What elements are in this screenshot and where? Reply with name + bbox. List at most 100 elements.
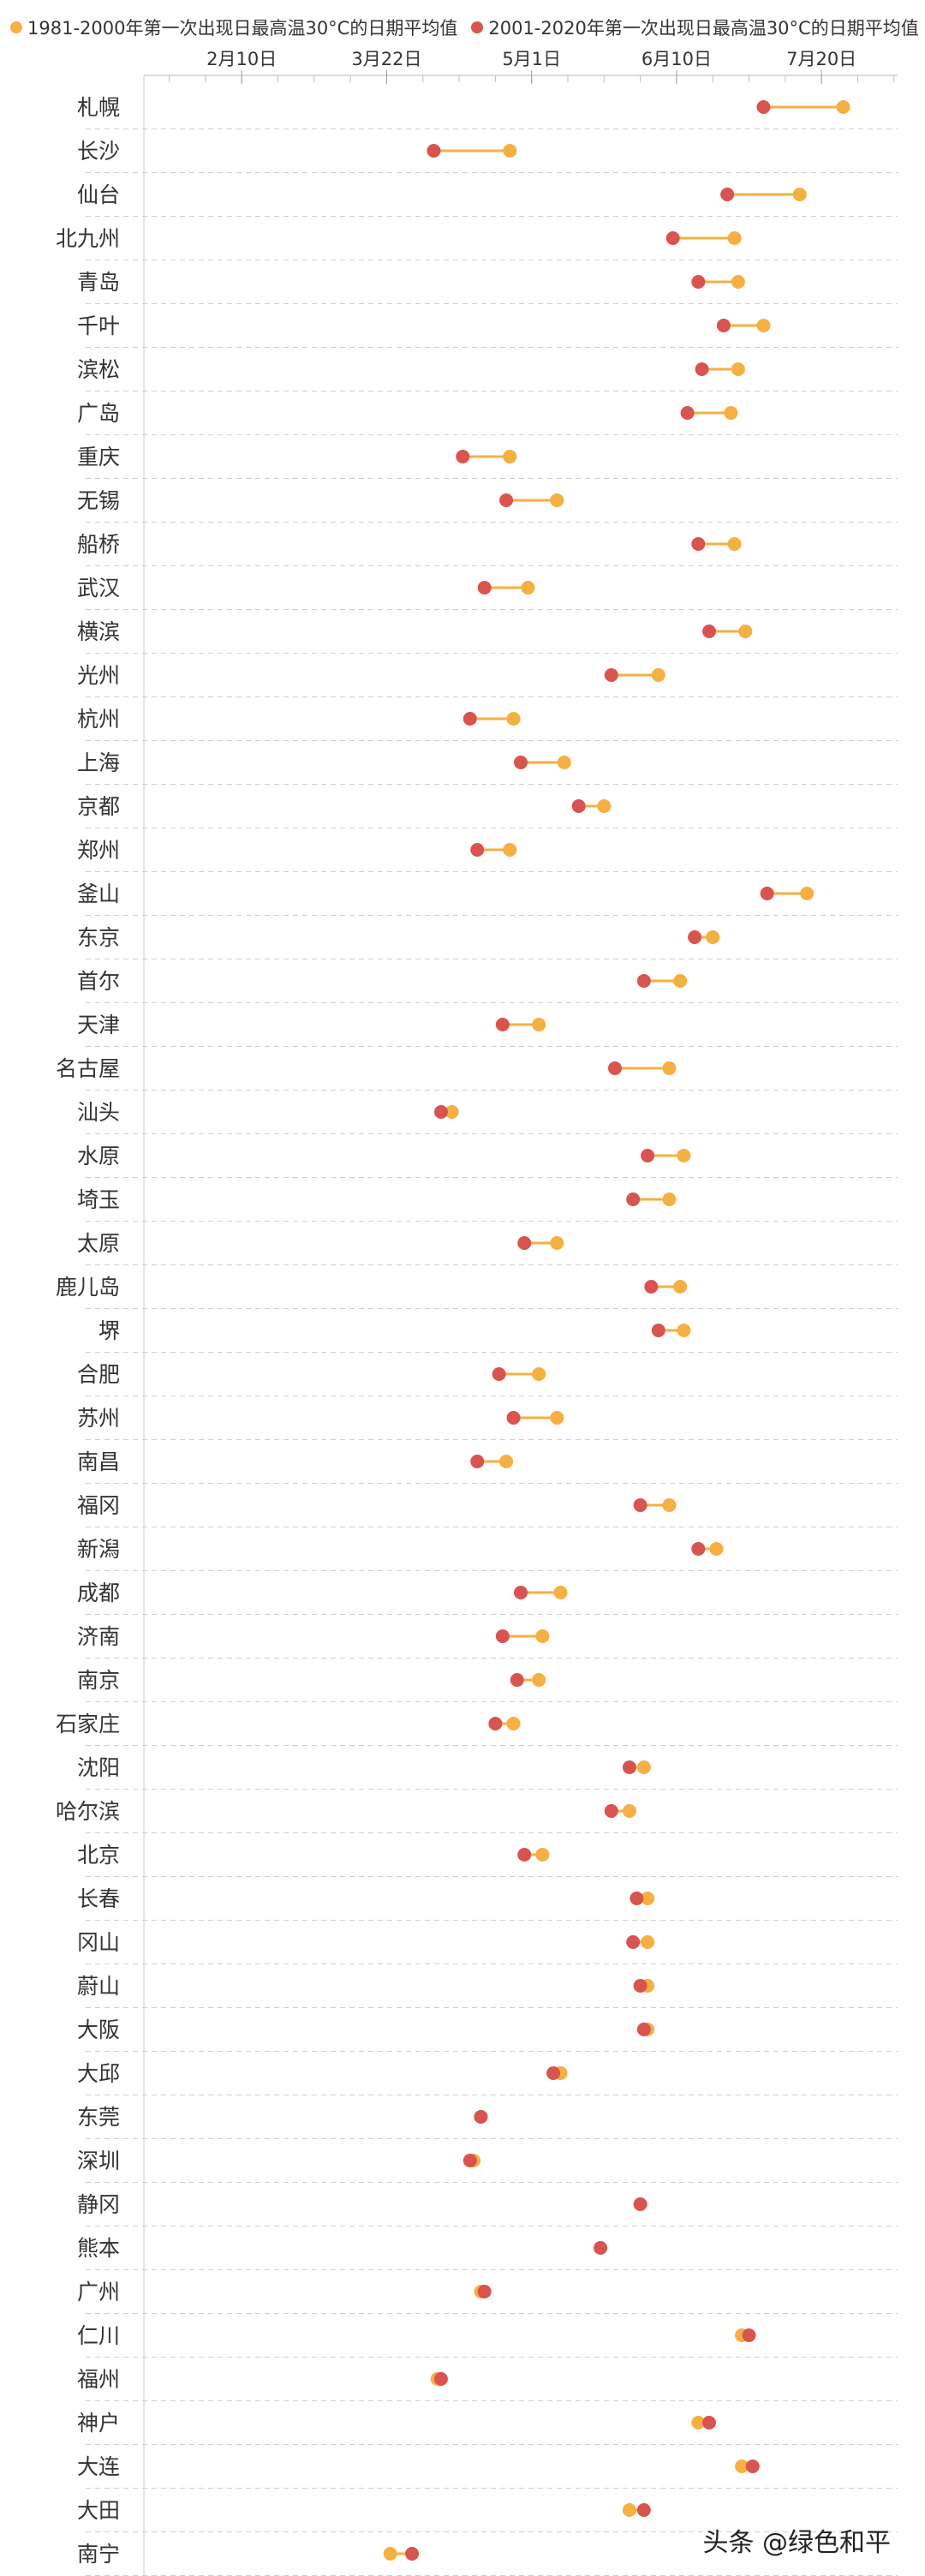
city-label: 首尔 [77, 969, 120, 994]
city-label: 横滨 [77, 619, 120, 644]
point-1981-2000 [673, 1280, 688, 1294]
point-2001-2020 [665, 231, 680, 245]
city-label: 天津 [77, 1013, 120, 1037]
city-label: 大田 [77, 2498, 120, 2523]
point-2001-2020 [633, 1979, 648, 1993]
point-1981-2000 [445, 1105, 459, 1119]
city-label: 北京 [77, 1843, 120, 1868]
city-label: 武汉 [77, 576, 120, 601]
point-1981-2000 [800, 887, 815, 900]
city-label: 南昌 [77, 1449, 120, 1474]
point-2001-2020 [506, 1411, 521, 1425]
city-label: 仙台 [77, 182, 120, 207]
point-2001-2020 [604, 1804, 618, 1818]
point-2001-2020 [499, 493, 514, 507]
city-label: 无锡 [77, 488, 120, 513]
point-2001-2020 [641, 1149, 655, 1162]
point-1981-2000 [557, 756, 571, 769]
point-1981-2000 [727, 537, 742, 551]
point-2001-2020 [633, 2197, 648, 2211]
point-1981-2000 [532, 1367, 546, 1381]
point-1981-2000 [535, 1848, 550, 1862]
city-label: 水原 [77, 1144, 120, 1168]
point-1981-2000 [756, 319, 771, 332]
city-label: 哈尔滨 [56, 1799, 120, 1824]
city-label: 船桥 [77, 532, 120, 557]
point-2001-2020 [626, 1935, 641, 1949]
point-2001-2020 [622, 1760, 636, 1774]
legend-item-1981-2000: 1981-2000年第一次出现日最高温30°C的日期平均值 [10, 15, 457, 40]
city-label: 深圳 [77, 2149, 120, 2173]
point-1981-2000 [731, 362, 745, 376]
point-1981-2000 [499, 1455, 514, 1468]
city-label: 滨松 [77, 357, 120, 382]
city-label: 长沙 [77, 139, 120, 164]
point-2001-2020 [546, 2066, 561, 2080]
point-2001-2020 [644, 1280, 659, 1294]
city-label: 堺 [98, 1318, 120, 1343]
point-2001-2020 [702, 625, 716, 638]
point-2001-2020 [630, 1892, 644, 1905]
x-tick-label: 3月22日 [351, 49, 421, 69]
city-label: 仁川 [77, 2323, 120, 2348]
city-label: 神户 [77, 2411, 120, 2436]
point-2001-2020 [680, 406, 695, 420]
city-label: 札幌 [77, 95, 120, 120]
city-label: 东莞 [77, 2105, 120, 2130]
point-2001-2020 [462, 712, 477, 726]
point-1981-2000 [836, 100, 850, 114]
point-1981-2000 [662, 1498, 677, 1512]
point-1981-2000 [503, 843, 517, 857]
x-tick-label: 6月10日 [642, 49, 712, 69]
point-2001-2020 [742, 2328, 756, 2342]
point-2001-2020 [488, 1717, 503, 1730]
point-1981-2000 [532, 1673, 546, 1687]
point-1981-2000 [503, 450, 517, 463]
point-2001-2020 [702, 2416, 716, 2430]
point-2001-2020 [517, 1848, 532, 1862]
point-1981-2000 [673, 974, 688, 988]
point-2001-2020 [716, 319, 731, 332]
point-2001-2020 [517, 1236, 532, 1250]
point-1981-2000 [506, 1717, 521, 1730]
legend-swatch-orange [10, 21, 22, 33]
city-label: 大邱 [77, 2061, 120, 2086]
point-2001-2020 [433, 2372, 448, 2386]
point-2001-2020 [405, 2547, 420, 2561]
city-label: 重庆 [77, 445, 120, 469]
point-1981-2000 [724, 406, 738, 420]
city-label: 熊本 [77, 2236, 120, 2261]
legend-item-2001-2020: 2001-2020年第一次出现日最高温30°C的日期平均值 [471, 15, 919, 40]
city-label: 广岛 [77, 401, 120, 426]
city-label: 汕头 [77, 1100, 120, 1125]
point-1981-2000 [709, 1542, 724, 1556]
city-label: 青岛 [77, 270, 120, 295]
chart-legend: 1981-2000年第一次出现日最高温30°C的日期平均值 2001-2020年… [10, 12, 919, 43]
city-label: 静冈 [77, 2192, 120, 2217]
point-1981-2000 [677, 1149, 691, 1162]
point-2001-2020 [756, 100, 771, 114]
city-label: 釜山 [77, 882, 120, 906]
city-label: 长春 [77, 1886, 120, 1911]
point-2001-2020 [495, 1629, 510, 1643]
city-label: 南京 [77, 1668, 120, 1693]
city-label: 光州 [77, 663, 120, 688]
point-2001-2020 [745, 2459, 760, 2473]
city-label: 合肥 [77, 1362, 120, 1387]
point-2001-2020 [691, 275, 706, 289]
point-2001-2020 [462, 2154, 477, 2167]
point-2001-2020 [695, 362, 709, 376]
point-2001-2020 [608, 1061, 622, 1075]
city-label: 广州 [77, 2280, 120, 2304]
point-1981-2000 [550, 493, 564, 507]
city-label: 千叶 [77, 314, 120, 338]
point-1981-2000 [503, 144, 517, 158]
point-1981-2000 [622, 2503, 636, 2517]
city-label: 东京 [77, 925, 120, 950]
point-1981-2000 [506, 712, 521, 726]
point-2001-2020 [470, 843, 485, 857]
city-label: 埼玉 [77, 1187, 120, 1212]
point-1981-2000 [535, 1629, 550, 1643]
point-2001-2020 [760, 887, 774, 900]
